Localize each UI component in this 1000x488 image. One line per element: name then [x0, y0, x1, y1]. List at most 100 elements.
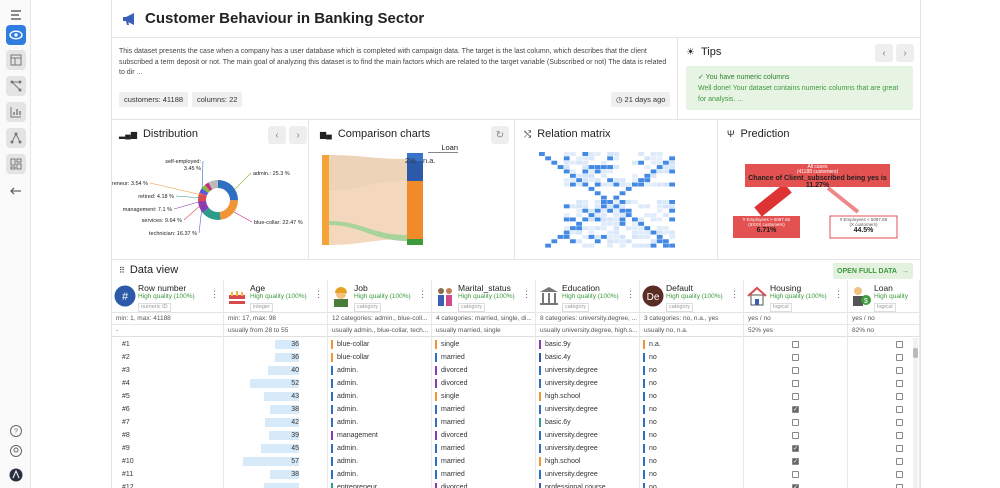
category-value: admin.: [337, 445, 359, 452]
kebab-menu-icon[interactable]: ⋮: [730, 289, 739, 299]
checkbox[interactable]: [896, 367, 903, 374]
pie-leader: [233, 172, 252, 191]
dashboard-icon[interactable]: [6, 154, 26, 174]
checkbox[interactable]: [896, 432, 903, 439]
checkbox[interactable]: [792, 393, 799, 400]
age-chip: ◷ 21 days ago: [611, 92, 671, 107]
heatmap-cell: [656, 165, 663, 170]
checkbox[interactable]: [792, 432, 799, 439]
heatmap-cell: [632, 221, 638, 226]
checkbox[interactable]: [896, 419, 903, 426]
checkbox[interactable]: [896, 471, 903, 478]
checkbox[interactable]: ✓: [792, 445, 799, 452]
tips-next-button[interactable]: ›: [896, 44, 914, 62]
kebab-menu-icon[interactable]: ⋮: [834, 289, 843, 299]
back-arrow-icon[interactable]: [6, 181, 26, 201]
kebab-menu-icon[interactable]: ⋮: [522, 289, 531, 299]
checkbox[interactable]: [896, 445, 903, 452]
category-marker: [643, 353, 645, 362]
heatmap-cell: [619, 239, 626, 244]
checkbox[interactable]: [792, 341, 799, 348]
column-header[interactable]: Marital_status High quality (100%) categ…: [432, 280, 535, 313]
column-stat-usual: usually university.degree, high.s...: [536, 325, 639, 337]
category-value: married: [441, 354, 465, 361]
kebab-menu-icon[interactable]: ⋮: [314, 289, 323, 299]
kebab-menu-icon[interactable]: ⋮: [210, 289, 219, 299]
kebab-menu-icon[interactable]: ⋮: [626, 289, 635, 299]
eye-icon[interactable]: [6, 25, 26, 45]
tips-prev-button[interactable]: ‹: [875, 44, 893, 62]
column-header[interactable]: Education High quality (100%) category ⋮: [536, 280, 639, 313]
open-full-data-button[interactable]: OPEN FULL DATA →: [833, 263, 913, 279]
table-cell: management: [328, 429, 431, 442]
heatmap-cell: [669, 169, 675, 174]
checkbox[interactable]: ✓: [792, 406, 799, 413]
tree-icon[interactable]: [6, 128, 26, 148]
column-header[interactable]: Job High quality (100%) category ⋮: [328, 280, 431, 313]
column-header[interactable]: Housing High quality (100%) logical ⋮: [744, 280, 847, 313]
column-header[interactable]: # Row number High quality (100%) numeric…: [112, 280, 223, 313]
help-icon[interactable]: ?: [6, 421, 26, 441]
user-icon[interactable]: [6, 441, 26, 461]
nodes-icon[interactable]: [6, 76, 26, 96]
refresh-button[interactable]: ↻: [491, 126, 509, 144]
checkbox[interactable]: [792, 354, 799, 361]
checkbox[interactable]: [792, 380, 799, 387]
heatmap-cell: [656, 156, 663, 161]
heatmap-cell: [601, 221, 607, 226]
table-cell: n.a.: [640, 338, 743, 351]
table-cell: blue-collar: [328, 338, 431, 351]
checkbox[interactable]: [896, 458, 903, 465]
category-value: no: [649, 406, 657, 413]
kebab-menu-icon[interactable]: ⋮: [418, 289, 427, 299]
checkbox[interactable]: [896, 484, 903, 488]
distribution-next-button[interactable]: ›: [289, 126, 307, 144]
checkbox[interactable]: [896, 341, 903, 348]
checkbox[interactable]: [792, 471, 799, 478]
category-value: basic.9y: [545, 341, 571, 348]
bar-chart-icon[interactable]: [6, 102, 26, 122]
checkbox[interactable]: [896, 393, 903, 400]
heatmap-cell: [601, 234, 607, 239]
table-cell: [744, 390, 847, 403]
vertical-scrollbar[interactable]: [913, 338, 918, 488]
scrollbar-thumb[interactable]: [913, 348, 918, 358]
checkbox[interactable]: [792, 419, 799, 426]
table-cell: 38: [224, 403, 327, 416]
table-cell: 52: [224, 377, 327, 390]
table-cell: blue-collar: [328, 351, 431, 364]
heatmap-cell: [632, 243, 638, 248]
checkbox[interactable]: [896, 380, 903, 387]
column-name: Age: [250, 283, 266, 293]
column-stat-usual: -: [112, 325, 223, 337]
heatmap-cell: [619, 200, 626, 204]
table-icon[interactable]: [6, 50, 26, 70]
heatmap-cell: [638, 226, 644, 231]
menu-icon[interactable]: [6, 5, 26, 25]
checkbox[interactable]: [792, 367, 799, 374]
tip-box: ✓ You have numeric columns Well done! Yo…: [686, 66, 913, 110]
heatmap-cell: [576, 239, 582, 244]
heatmap-cell: [625, 239, 632, 244]
table-cell: married: [432, 403, 535, 416]
distribution-header: ▂▄▆ Distribution: [119, 128, 198, 140]
checkbox[interactable]: [896, 354, 903, 361]
table-cell: high.school: [536, 455, 639, 468]
heatmap-cell: [582, 200, 589, 204]
heatmap-cell: [594, 208, 601, 213]
table-cell: admin.: [328, 364, 431, 377]
table-cell: 39: [224, 429, 327, 442]
checkbox[interactable]: [896, 406, 903, 413]
row-number: #5: [122, 393, 130, 400]
distribution-prev-button[interactable]: ‹: [268, 126, 286, 144]
column-header[interactable]: De Default High quality (100%) category …: [640, 280, 743, 313]
category-marker: [331, 340, 333, 349]
heatmap-cell: [669, 156, 675, 161]
column-header[interactable]: Age High quality (100%) integer ⋮: [224, 280, 327, 313]
column-header[interactable]: $ Loan High quality logical: [848, 280, 919, 313]
category-marker: [435, 340, 437, 349]
category-marker: [643, 405, 645, 414]
checkbox[interactable]: ✓: [792, 458, 799, 465]
heatmap-cell: [563, 230, 570, 235]
checkbox[interactable]: ✓: [792, 484, 799, 488]
